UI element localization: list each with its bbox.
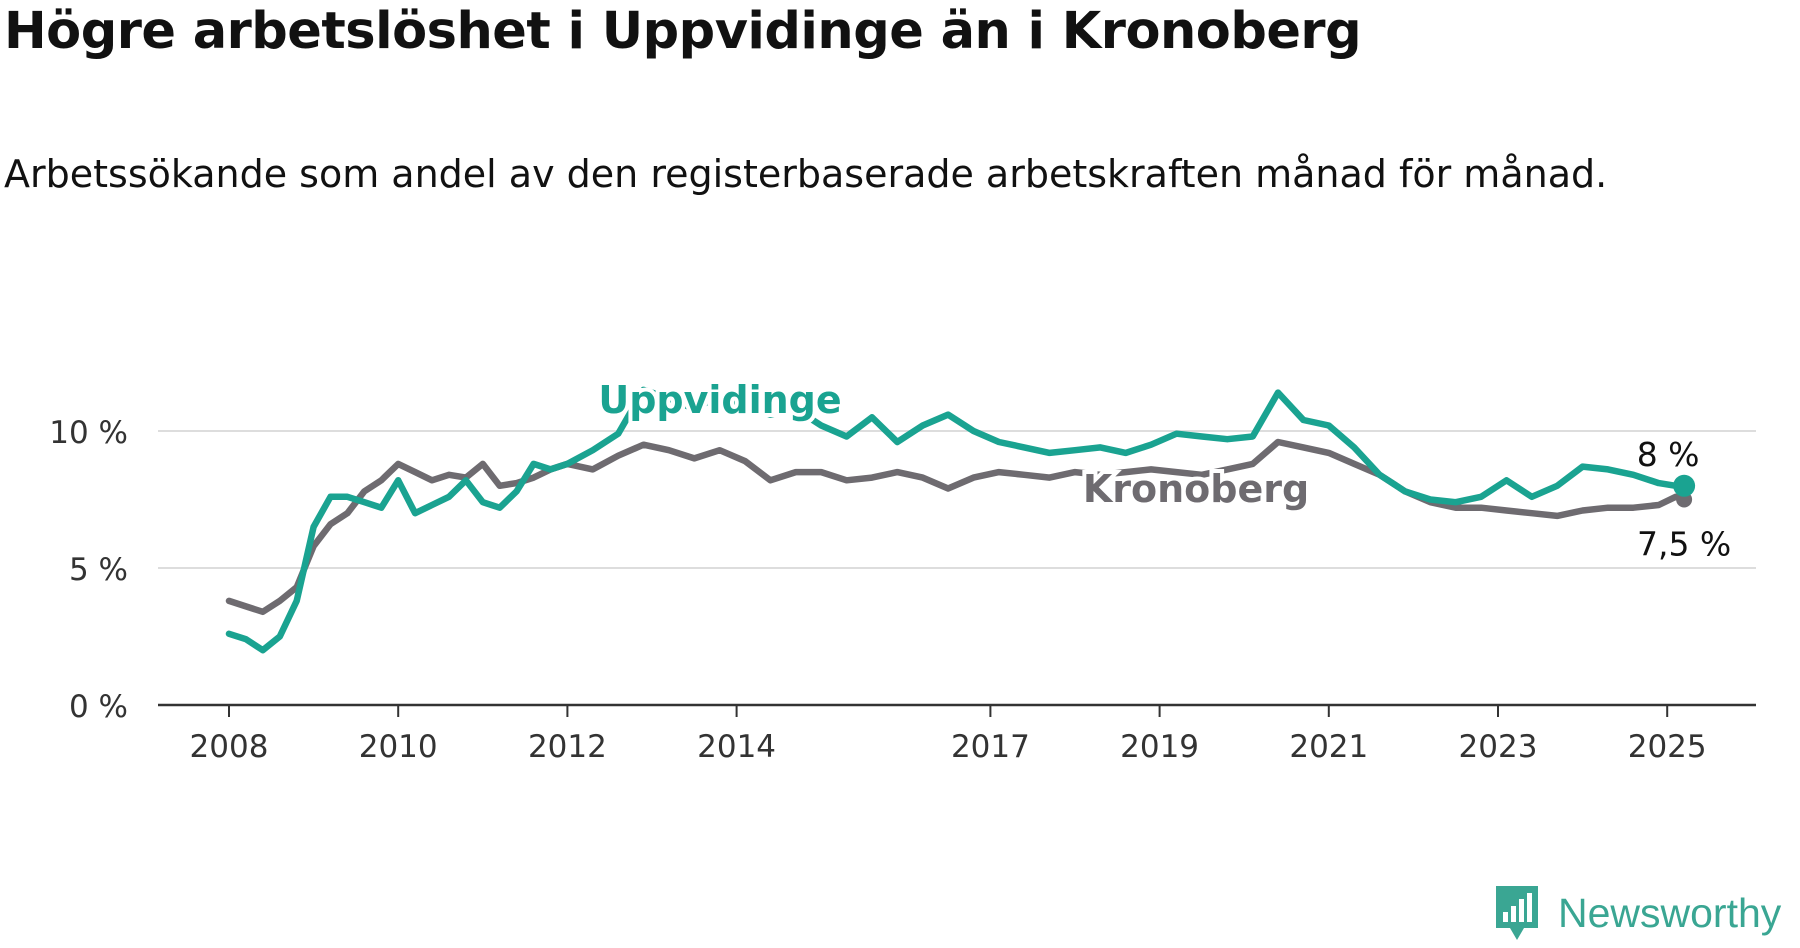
bar-chart-speech-bubble-icon (1496, 886, 1538, 940)
y-tick-label: 10 % (49, 415, 128, 451)
x-tick-label: 2017 (951, 729, 1030, 765)
x-tick-label: 2012 (528, 729, 607, 765)
chart-title: Högre arbetslöshet i Uppvidinge än i Kro… (4, 2, 1362, 61)
kronoberg-end-label: 7,5 % (1637, 525, 1731, 564)
series-lines (225, 386, 1688, 654)
newsworthy-logo: Newsworthy (1492, 880, 1781, 946)
y-tick-label: 5 % (69, 552, 128, 588)
series-labels: 8 % 7,5 % Uppvidinge Kronoberg (594, 374, 1734, 567)
series-line-uppvidinge (225, 386, 1688, 654)
x-tick-label: 2014 (697, 729, 776, 765)
x-axis-ticks: 2008 2010 2012 2014 2017 2019 2021 2023 2025 (190, 705, 1707, 765)
uppvidinge-end-label: 8 % (1637, 435, 1700, 474)
x-tick-label: 2010 (359, 729, 438, 765)
uppvidinge-series-label: Uppvidinge (598, 378, 841, 422)
y-tick-label: 0 % (69, 689, 128, 725)
y-axis-tick-labels: 0 % 5 % 10 % (49, 415, 128, 725)
chart-subtitle: Arbetssökande som andel av den registerb… (4, 152, 1608, 196)
x-tick-label: 2021 (1289, 729, 1368, 765)
grid-lines (158, 430, 1756, 569)
x-tick-label: 2025 (1628, 729, 1707, 765)
x-tick-label: 2019 (1120, 729, 1199, 765)
series-line-kronoberg (225, 438, 1688, 616)
uppvidinge-end-point (1673, 474, 1696, 497)
kronoberg-series-label: Kronoberg (1083, 467, 1309, 511)
x-tick-label: 2023 (1459, 729, 1538, 765)
brand-name: Newsworthy (1558, 889, 1782, 936)
x-tick-label: 2008 (190, 729, 269, 765)
